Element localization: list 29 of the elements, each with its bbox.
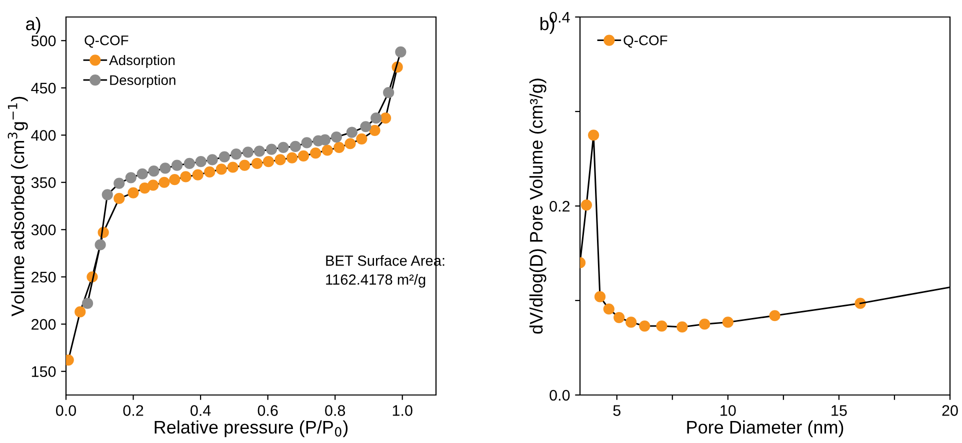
x-tick-label: 20 <box>942 405 958 416</box>
y-tick-label: 150 <box>32 366 56 378</box>
y-axis-title: dV/dlog(D) Pore Volume (cm³/g) <box>529 78 546 334</box>
x-tick-label: 10 <box>720 405 736 416</box>
x-tick-label: 5 <box>613 405 620 416</box>
text: a) <box>26 17 40 34</box>
x-axis-title: Relative pressure (P/P$_{0}$) <box>154 420 348 438</box>
x-tick-label: 0.0 <box>56 405 76 416</box>
y-tick-label: 450 <box>31 82 56 94</box>
y-tick-label: 400 <box>31 130 56 141</box>
x-tick-label: 15 <box>832 405 847 416</box>
x-tick-label: 0.2 <box>123 405 144 416</box>
x-tick-label: 0.8 <box>325 405 346 416</box>
legend-label: Desorption <box>110 74 176 88</box>
y-tick-label: 500 <box>31 35 56 46</box>
y-tick-label: 250 <box>32 272 56 283</box>
y-axis-title: Volume adsorbed (cm$^{3}$g$^{−1}$) <box>8 96 28 316</box>
legend-title: Q-COF <box>84 35 128 48</box>
x-axis-title: Pore Diameter (nm) <box>687 420 844 438</box>
y-tick-label: 0.0 <box>550 390 570 401</box>
x-tick-label: 0.4 <box>190 405 211 416</box>
y-tick-label: 0.2 <box>550 200 570 212</box>
x-tick-label: 1.0 <box>392 405 412 416</box>
y-tick-label: 200 <box>32 318 56 330</box>
y-tick-label: 300 <box>31 224 56 236</box>
y-tick-label: 350 <box>31 177 56 188</box>
x-tick-label: 0.6 <box>258 405 278 416</box>
legend-label: Adsorption <box>109 54 175 68</box>
legend-label: Q-COF <box>624 35 668 48</box>
